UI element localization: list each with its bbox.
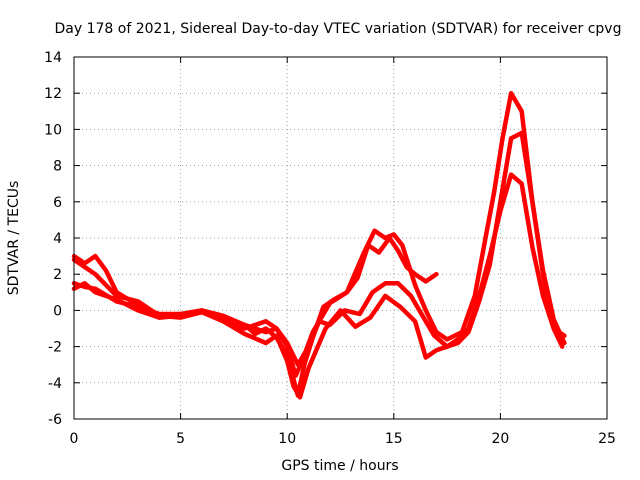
x-tick-label: 15 xyxy=(385,431,403,447)
y-tick-label: -6 xyxy=(48,412,62,428)
y-tick-label: 8 xyxy=(53,159,62,175)
plot-frame xyxy=(73,56,608,420)
x-tick-label: 10 xyxy=(278,431,296,447)
x-tick-label: 20 xyxy=(491,431,509,447)
y-tick-label: 0 xyxy=(53,303,62,319)
y-tick-label: 6 xyxy=(53,195,62,211)
y-tick-label: 12 xyxy=(44,86,62,102)
grid-lines xyxy=(73,56,608,420)
series-line-track-1 xyxy=(71,235,439,398)
y-tick-labels: -6 -4 -2 0 2 4 6 8 10 12 14 xyxy=(44,50,62,428)
x-tick-label: 5 xyxy=(176,431,185,447)
y-axis-label: SDTVAR / TECUs xyxy=(6,181,22,296)
y-tick-label: 4 xyxy=(53,231,62,247)
chart-title: Day 178 of 2021, Sidereal Day-to-day VTE… xyxy=(55,21,622,37)
x-tick-label: 0 xyxy=(70,431,79,447)
y-tick-label: -4 xyxy=(48,376,62,392)
series-line-track-2 xyxy=(71,90,565,378)
y-tick-label: 14 xyxy=(44,50,62,66)
y-tick-label: 2 xyxy=(53,267,62,283)
series-line-track-4 xyxy=(71,172,567,400)
x-tick-label: 25 xyxy=(598,431,616,447)
x-axis-label: GPS time / hours xyxy=(281,458,398,474)
y-tick-label: 10 xyxy=(44,122,62,138)
y-tick-label: -2 xyxy=(48,340,62,356)
x-tick-labels: 0 5 10 15 20 25 xyxy=(70,431,616,447)
data-series xyxy=(71,90,567,400)
